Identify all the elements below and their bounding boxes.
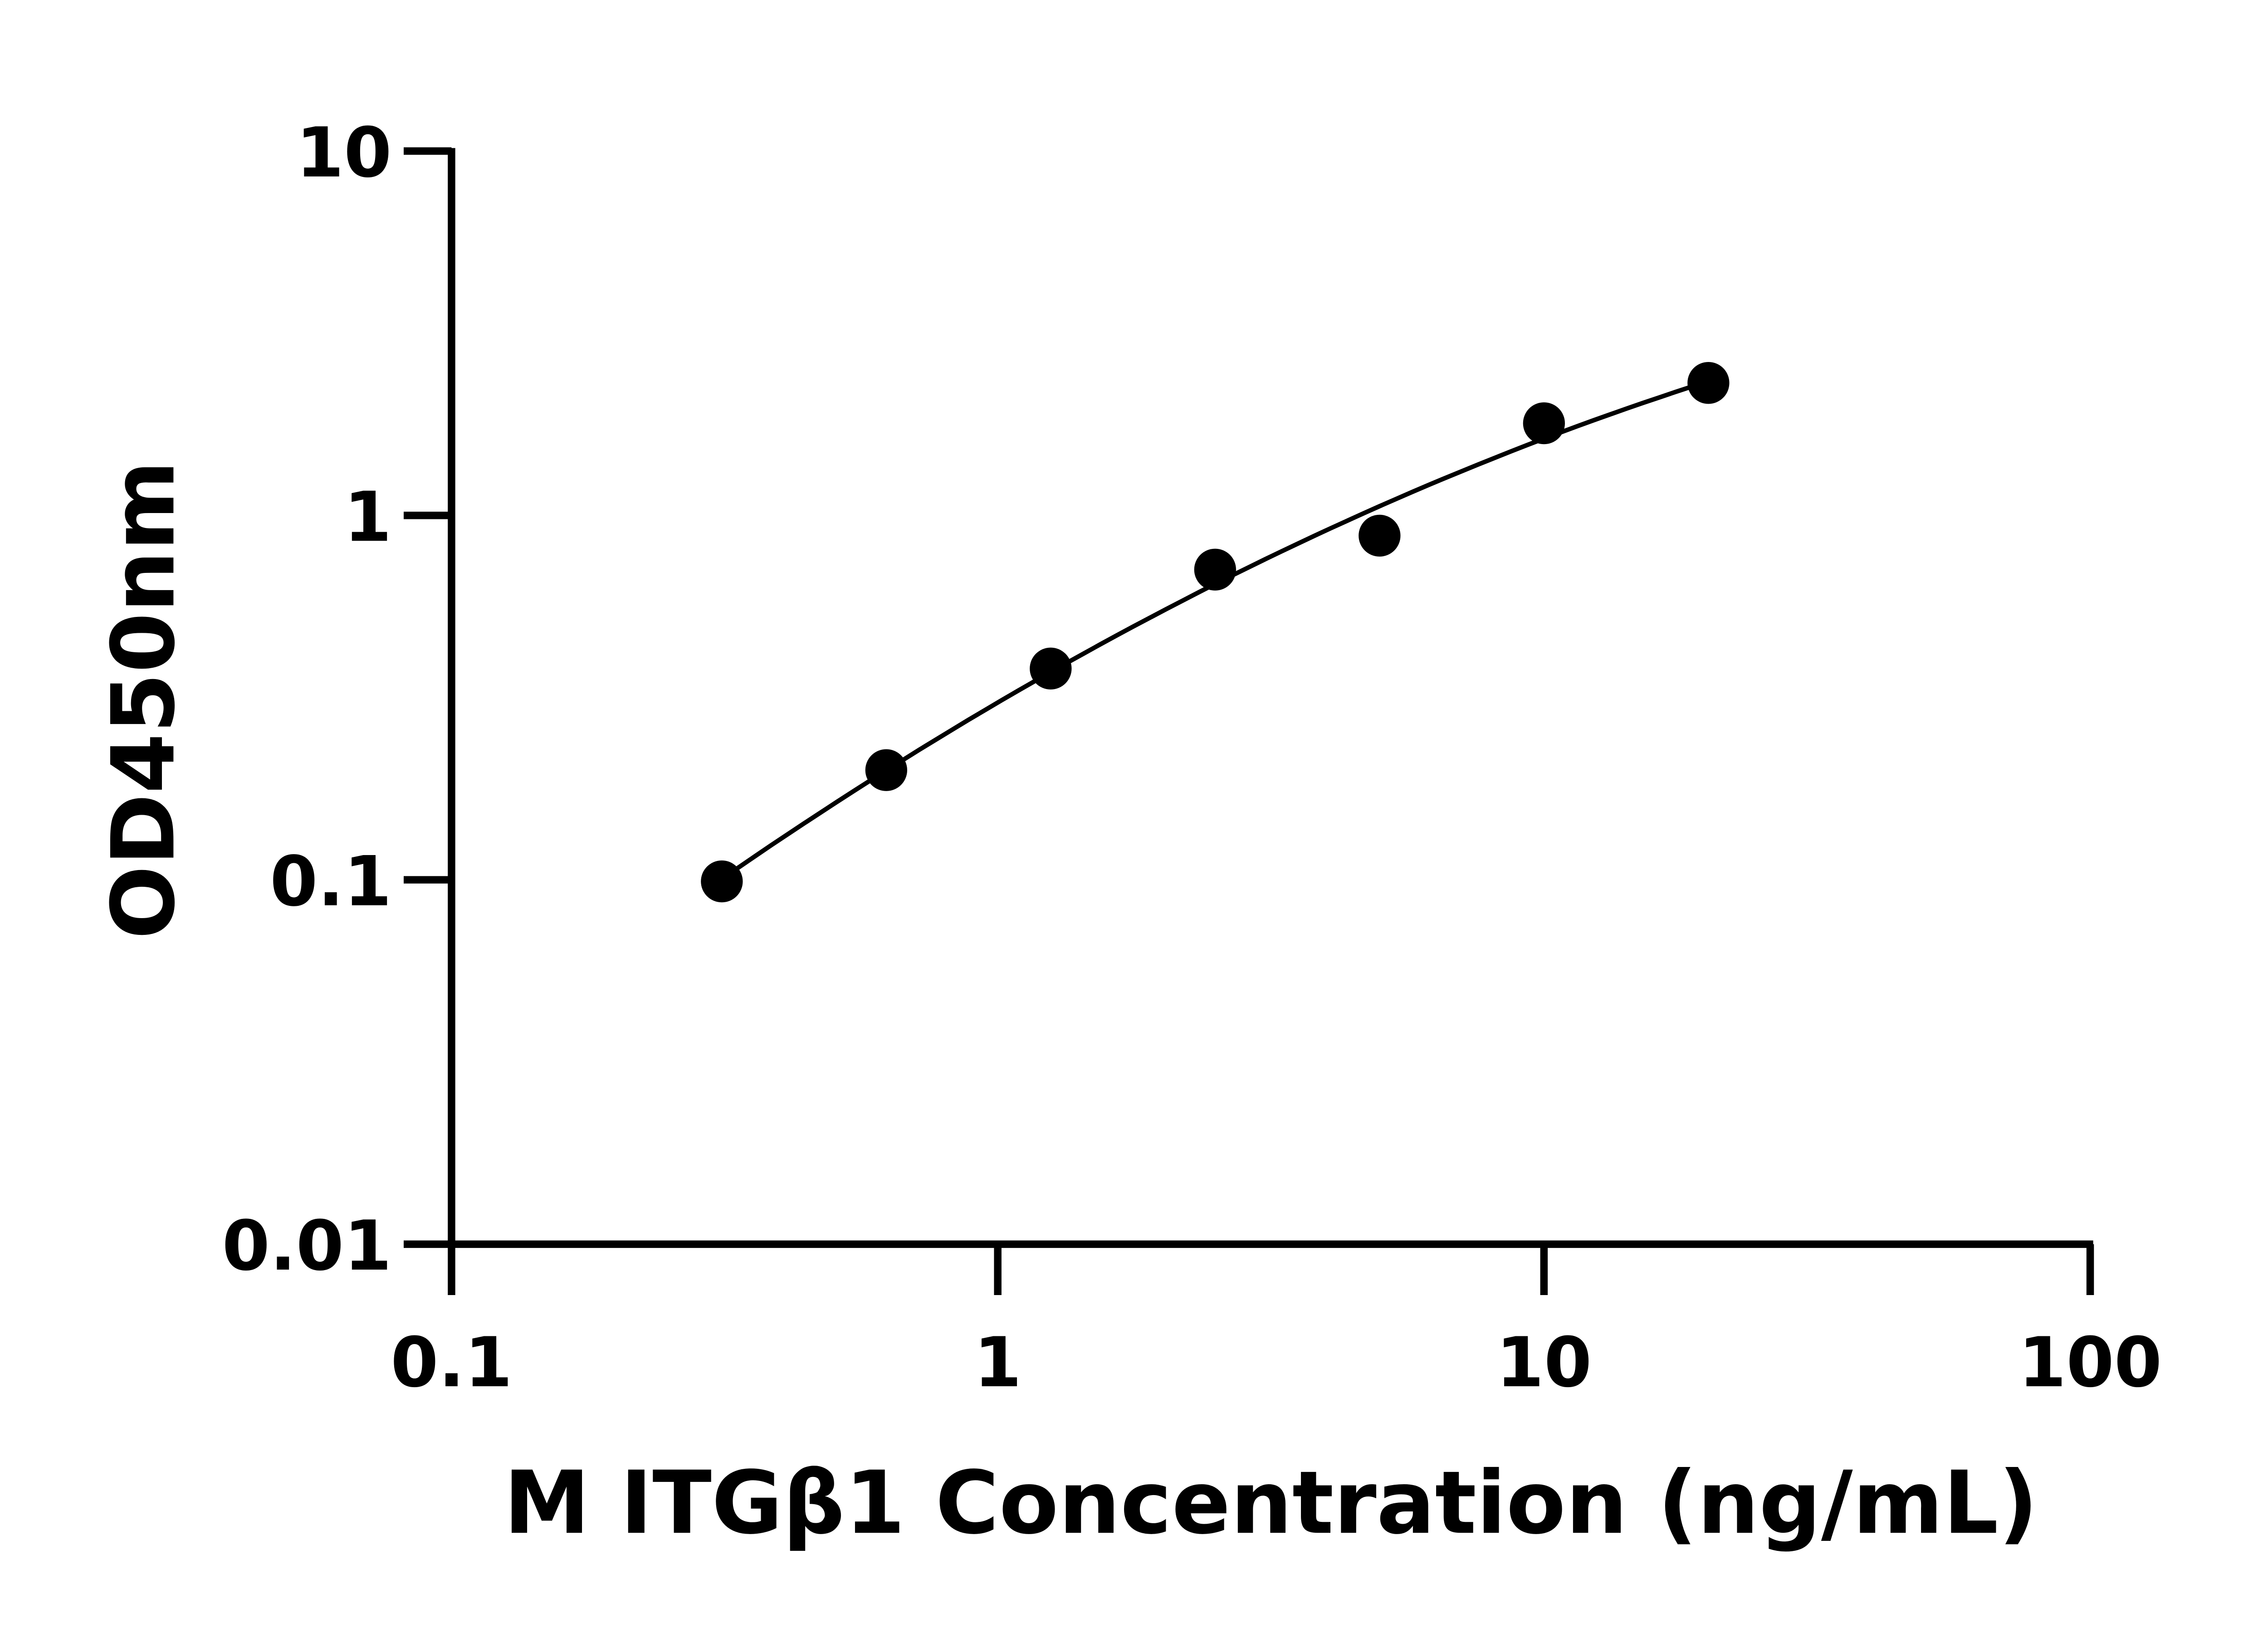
data-point xyxy=(701,860,743,903)
data-point xyxy=(1523,402,1565,445)
y-tick-label: 1 xyxy=(344,477,392,557)
data-point xyxy=(1030,647,1072,689)
data-points xyxy=(701,362,1730,903)
x-tick-label: 0.1 xyxy=(391,1322,513,1403)
data-point xyxy=(1359,514,1401,557)
x-tick-label: 100 xyxy=(2019,1322,2162,1403)
x-tick-label: 10 xyxy=(1496,1322,1592,1403)
fit-curve xyxy=(720,379,1709,881)
data-point xyxy=(865,749,907,791)
axes: 0.1 1 10 100 0.01 0.1 1 10 xyxy=(222,112,2162,1403)
y-tick-label: 0.1 xyxy=(270,841,392,922)
data-point xyxy=(1194,548,1236,591)
y-tick-label: 0.01 xyxy=(222,1206,392,1286)
x-tick-label: 1 xyxy=(974,1322,1022,1403)
x-axis-label: M ITGβ1 Concentration (ng/mL) xyxy=(503,1453,2038,1554)
fit-curve-layer xyxy=(720,379,1709,881)
y-axis-label: OD450nm xyxy=(93,460,194,939)
data-point xyxy=(1687,362,1730,404)
y-tick-label: 10 xyxy=(296,112,392,193)
